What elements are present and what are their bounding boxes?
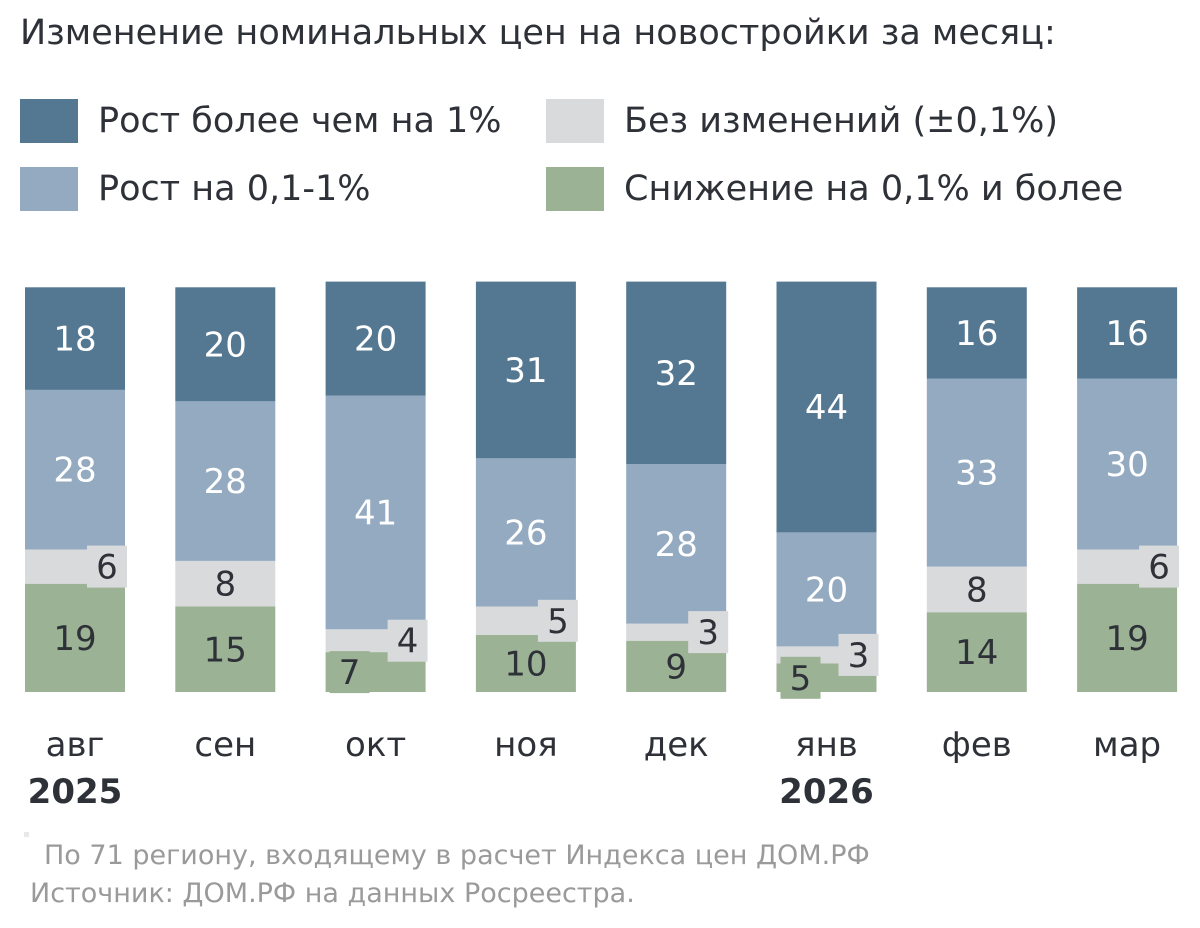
category-label: авг (46, 725, 105, 765)
year-label: 2026 (779, 772, 874, 812)
year-label: 2025 (28, 772, 123, 812)
footnote-marker (24, 832, 29, 837)
data-label: 20 (204, 325, 247, 365)
data-label: 28 (53, 451, 96, 491)
legend-item-growth-over-1: Рост более чем на 1% (20, 99, 502, 143)
bar-segment (175, 560, 276, 607)
data-label: 9 (665, 647, 687, 687)
bar-segment (475, 281, 576, 459)
legend-item-no-change: Без изменений (±0,1%) (546, 99, 1058, 143)
bar-segment (926, 566, 1027, 613)
data-label: 20 (805, 570, 848, 610)
data-label-box (329, 651, 370, 694)
legend-swatch (546, 99, 604, 143)
category-label: дек (644, 725, 709, 765)
category-label: мар (1093, 725, 1161, 765)
category-label: окт (345, 725, 406, 765)
legend-swatch (20, 167, 78, 211)
data-label: 31 (504, 351, 547, 391)
data-label-box (1139, 545, 1180, 588)
data-label: 26 (504, 513, 547, 553)
data-label-box (688, 611, 729, 654)
bar-segment (325, 281, 426, 396)
bar-segment (626, 464, 727, 624)
data-label-box (87, 545, 127, 588)
stacked-bar-chart: 1962818авг1582820сен744120окт1052631ноя9… (25, 281, 1180, 812)
legend-swatch (546, 167, 604, 211)
bar-segment (626, 281, 727, 464)
data-label-box (838, 633, 879, 676)
bar-segment (175, 287, 276, 402)
chart-title: Изменение номинальных цен на новостройки… (20, 13, 1056, 53)
legend-label: Рост на 0,1-1% (98, 169, 371, 209)
bar-segment (325, 395, 426, 630)
legend-label: Без изменений (±0,1%) (624, 101, 1059, 141)
data-label: 19 (1105, 619, 1148, 659)
data-label: 16 (1105, 314, 1148, 354)
bar-segment (175, 401, 276, 561)
bar-segment (25, 389, 125, 550)
footnote-source: Источник: ДОМ.РФ на данных Росреестра. (30, 878, 635, 909)
bar-segment (175, 606, 276, 692)
legend-label: Снижение на 0,1% и более (624, 169, 1124, 209)
bar-segment (776, 532, 877, 647)
data-label: 33 (955, 454, 998, 494)
data-label: 5 (547, 602, 569, 642)
data-label: 28 (204, 462, 247, 502)
data-label: 32 (655, 354, 698, 394)
data-label: 3 (697, 613, 719, 653)
data-label: 15 (204, 630, 247, 670)
category-label: янв (795, 725, 858, 765)
data-label: 19 (53, 619, 96, 659)
bar-segment (475, 635, 576, 692)
bar-segment (475, 458, 576, 607)
data-label-box (387, 619, 428, 662)
footnote-regions: По 71 региону, входящему в расчет Индекс… (44, 840, 870, 871)
data-label: 18 (53, 320, 96, 360)
legend-swatch (20, 99, 78, 143)
data-label-box (537, 599, 578, 642)
data-label: 3 (848, 636, 870, 676)
data-label: 10 (504, 645, 547, 685)
bar-segment (1077, 287, 1178, 379)
category-label: сен (194, 725, 256, 765)
legend-item-growth-0-1-to-1: Рост на 0,1-1% (20, 167, 371, 211)
category-label: ноя (494, 725, 557, 765)
bar-segment (1077, 378, 1178, 550)
data-label: 41 (354, 493, 397, 533)
data-label: 8 (966, 570, 988, 610)
data-label: 30 (1105, 445, 1148, 485)
data-label: 4 (397, 622, 419, 662)
data-label: 5 (790, 659, 812, 699)
bar-segment (1077, 583, 1178, 692)
data-label: 16 (955, 314, 998, 354)
data-label: 6 (1148, 548, 1170, 588)
data-label: 20 (354, 320, 397, 360)
bar-segment (926, 378, 1027, 567)
category-label: фев (942, 725, 1012, 765)
bar-segment (776, 281, 877, 533)
data-label: 44 (805, 388, 848, 428)
bar-segment (25, 287, 125, 390)
data-label: 7 (339, 653, 361, 693)
data-label: 8 (214, 565, 236, 605)
data-label: 28 (655, 525, 698, 565)
data-label-box (780, 656, 821, 699)
legend-label: Рост более чем на 1% (98, 101, 502, 141)
data-label: 14 (955, 633, 998, 673)
bar-segment (25, 583, 125, 692)
bar-segment (926, 612, 1027, 692)
data-label: 6 (96, 548, 118, 588)
legend-item-decline: Снижение на 0,1% и более (546, 167, 1123, 211)
bar-segment (926, 287, 1027, 379)
